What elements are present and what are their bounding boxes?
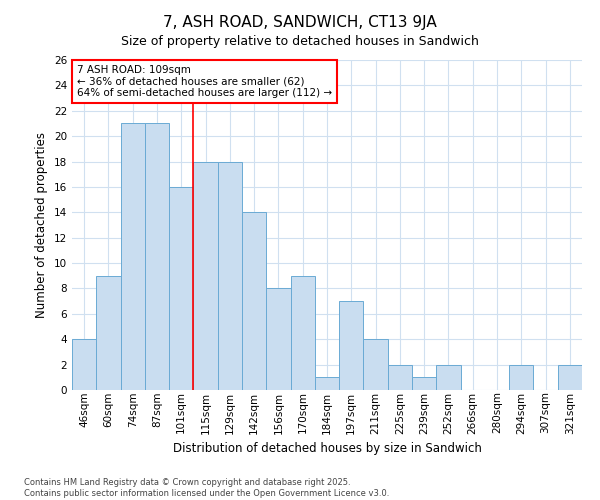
Bar [145,124,169,390]
Bar [193,162,218,390]
Bar [96,276,121,390]
Bar [290,276,315,390]
Bar [509,364,533,390]
Bar [558,364,582,390]
Bar [364,339,388,390]
Text: 7 ASH ROAD: 109sqm
← 36% of detached houses are smaller (62)
64% of semi-detache: 7 ASH ROAD: 109sqm ← 36% of detached hou… [77,65,332,98]
Bar [412,378,436,390]
X-axis label: Distribution of detached houses by size in Sandwich: Distribution of detached houses by size … [173,442,481,455]
Y-axis label: Number of detached properties: Number of detached properties [35,132,49,318]
Bar [169,187,193,390]
Bar [388,364,412,390]
Bar [218,162,242,390]
Bar [436,364,461,390]
Bar [266,288,290,390]
Bar [242,212,266,390]
Text: Contains HM Land Registry data © Crown copyright and database right 2025.
Contai: Contains HM Land Registry data © Crown c… [24,478,389,498]
Bar [121,124,145,390]
Text: Size of property relative to detached houses in Sandwich: Size of property relative to detached ho… [121,35,479,48]
Text: 7, ASH ROAD, SANDWICH, CT13 9JA: 7, ASH ROAD, SANDWICH, CT13 9JA [163,15,437,30]
Bar [72,339,96,390]
Bar [339,301,364,390]
Bar [315,378,339,390]
